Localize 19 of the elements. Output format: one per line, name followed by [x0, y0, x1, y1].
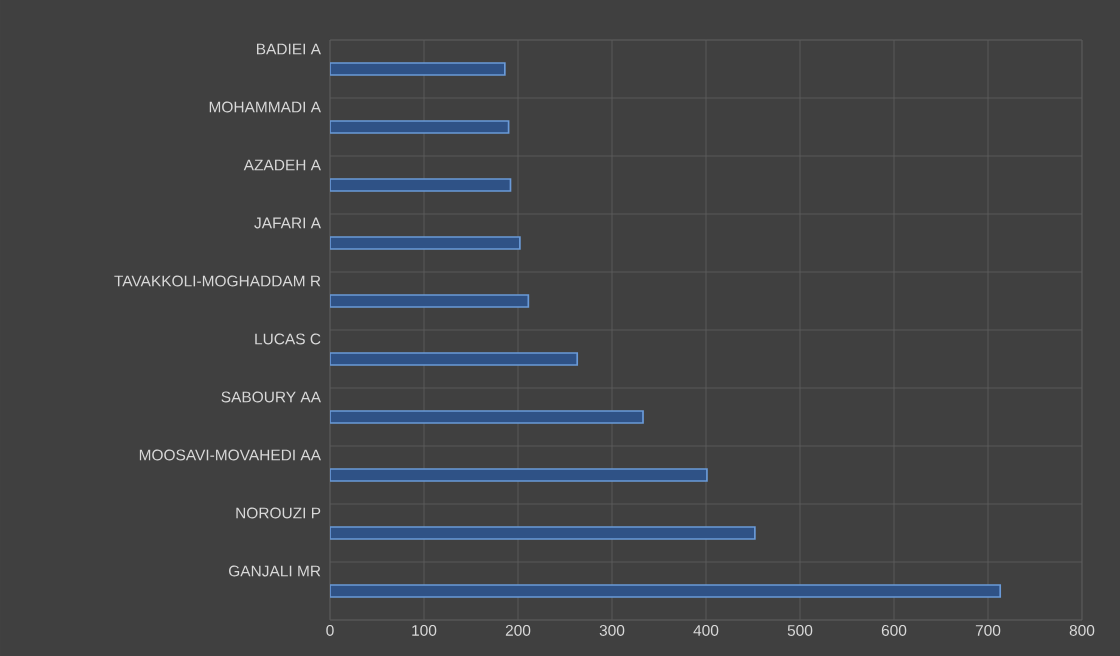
x-tick-label: 700 — [975, 624, 1001, 636]
y-tick-label: GANJALI MR — [229, 565, 321, 577]
y-tick-label: NOROUZI P — [236, 507, 321, 519]
y-tick-label: BADIEI A — [257, 43, 321, 55]
x-tick-label: 800 — [1069, 624, 1095, 636]
x-tick-label: 400 — [693, 624, 719, 636]
y-tick-label: SABOURY AA — [221, 391, 321, 403]
x-tick-label: 600 — [881, 624, 907, 636]
x-tick-label: 100 — [412, 624, 437, 636]
y-tick-label: LUCAS C — [255, 333, 321, 345]
x-tick-label: 500 — [787, 624, 813, 636]
y-tick-label: MOOSAVI-MOVAHEDI AA — [139, 449, 321, 461]
x-tick-label: 0 — [326, 624, 334, 636]
y-tick-label: AZADEH A — [243, 159, 321, 171]
x-tick-label: 200 — [505, 624, 531, 636]
y-tick-label: TAVAKKOLI-MOGHADDAM R — [114, 275, 321, 287]
y-tick-label: JAFARI A — [254, 217, 321, 229]
y-tick-label: MOHAMMADI A — [209, 101, 321, 113]
x-tick-label: 300 — [599, 624, 625, 636]
